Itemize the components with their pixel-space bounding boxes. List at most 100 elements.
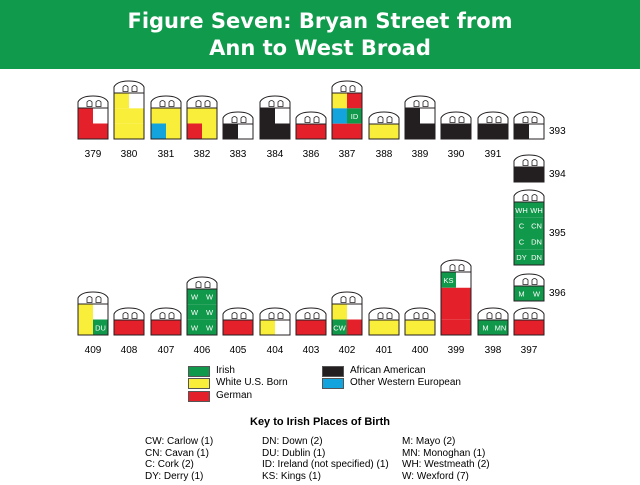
house-number: 379 [84, 149, 102, 160]
dormer-window [413, 312, 420, 319]
house-outline [440, 123, 472, 140]
cell-empty [129, 93, 144, 109]
figure-title-line-1: Figure Seven: Bryan Street from [127, 9, 513, 33]
dormer-window [268, 100, 275, 107]
place-code-label: W [533, 290, 541, 299]
dormer-window [240, 116, 247, 123]
cell-german [296, 320, 311, 335]
house-397 [513, 307, 545, 336]
roof [295, 307, 327, 321]
house-386 [295, 111, 327, 140]
dormer-window [313, 116, 320, 123]
cell-white-us-born [166, 108, 181, 124]
dormer-window [486, 116, 493, 123]
roof [331, 80, 363, 94]
house-number: 390 [447, 149, 465, 160]
dormer-window [240, 312, 247, 319]
cell-german [311, 320, 326, 335]
cell-african-american [478, 124, 493, 139]
figure-title-line-2: Ann to West Broad [209, 36, 431, 60]
cell-empty [347, 304, 362, 320]
dormer-window [195, 100, 202, 107]
dormer-window [449, 116, 456, 123]
dormer-window [122, 312, 129, 319]
cell-empty [456, 272, 471, 288]
house-402: CW [331, 291, 363, 336]
house-number: 391 [484, 149, 502, 160]
roof [513, 189, 545, 203]
roof [368, 307, 400, 321]
house-number: 407 [157, 345, 175, 356]
roof [186, 95, 218, 109]
house-391 [477, 111, 509, 140]
house-400 [404, 307, 436, 336]
house-outline [77, 303, 109, 336]
roof [513, 307, 545, 321]
house-406: W WW WW W [186, 276, 218, 336]
house-381 [150, 95, 182, 140]
cell-german [347, 319, 362, 335]
house-387: ID [331, 80, 363, 140]
cell-white-us-born [114, 123, 129, 139]
cell-german [238, 320, 253, 335]
cell-african-american [456, 124, 471, 139]
cell-german [332, 123, 347, 139]
place-code-label: CN [531, 222, 542, 231]
house-393 [513, 111, 545, 140]
cell-african-american [529, 167, 544, 182]
cell-white-us-born [369, 124, 384, 139]
place-code-label: WH [530, 206, 543, 215]
house-number: 382 [193, 149, 211, 160]
dormer-window [486, 312, 493, 319]
house-outline [295, 123, 327, 140]
dormer-window [340, 85, 347, 92]
dormer-window [531, 278, 538, 285]
place-code-label: W [206, 293, 214, 302]
house-409: DU [77, 291, 109, 336]
place-code-label: KS [443, 276, 453, 285]
dormer-window [495, 116, 502, 123]
cell-german [129, 320, 144, 335]
cell-african-american [223, 124, 238, 139]
cell-irish [187, 289, 202, 305]
house-number: 399 [447, 345, 465, 356]
dormer-window [204, 100, 211, 107]
key-column-3: M: Mayo (2) MN: Monoghan (1) WH: Westmea… [402, 436, 490, 482]
place-code-label: MN [495, 324, 507, 333]
cell-irish [202, 319, 217, 335]
key-column-1: CW: Carlow (1) CN: Cavan (1) C: Cork (2)… [145, 436, 213, 482]
place-code-label: C [519, 237, 525, 246]
key-entry: W: Wexford (7) [402, 470, 469, 482]
house-outline [331, 92, 363, 140]
dormer-window [422, 100, 429, 107]
house-outline [186, 288, 218, 336]
place-code-label: W [206, 308, 214, 317]
cell-white-us-born [332, 93, 347, 109]
cell-white-us-born [332, 304, 347, 320]
house-403 [295, 307, 327, 336]
cell-white-us-born [114, 108, 129, 124]
cell-african-american [260, 123, 275, 139]
cell-white-us-born [369, 320, 384, 335]
key-title: Key to Irish Places of Birth [250, 416, 390, 428]
dormer-window [313, 312, 320, 319]
house-380 [113, 80, 145, 140]
house-outline [331, 303, 363, 336]
cell-other-western-european [332, 108, 347, 124]
cell-white-us-born [151, 108, 166, 124]
house-number: 396 [549, 287, 566, 299]
house-outline [222, 123, 254, 140]
place-code-label: M [518, 290, 524, 299]
dormer-window [386, 312, 393, 319]
cell-irish [441, 272, 456, 288]
house-390 [440, 111, 472, 140]
place-code-label: WH [515, 206, 528, 215]
dormer-window [304, 116, 311, 123]
cell-german [529, 320, 544, 335]
cell-irish [529, 249, 544, 265]
cell-german [223, 320, 238, 335]
dormer-window [168, 312, 175, 319]
dormer-window [168, 100, 175, 107]
cell-irish [202, 289, 217, 305]
